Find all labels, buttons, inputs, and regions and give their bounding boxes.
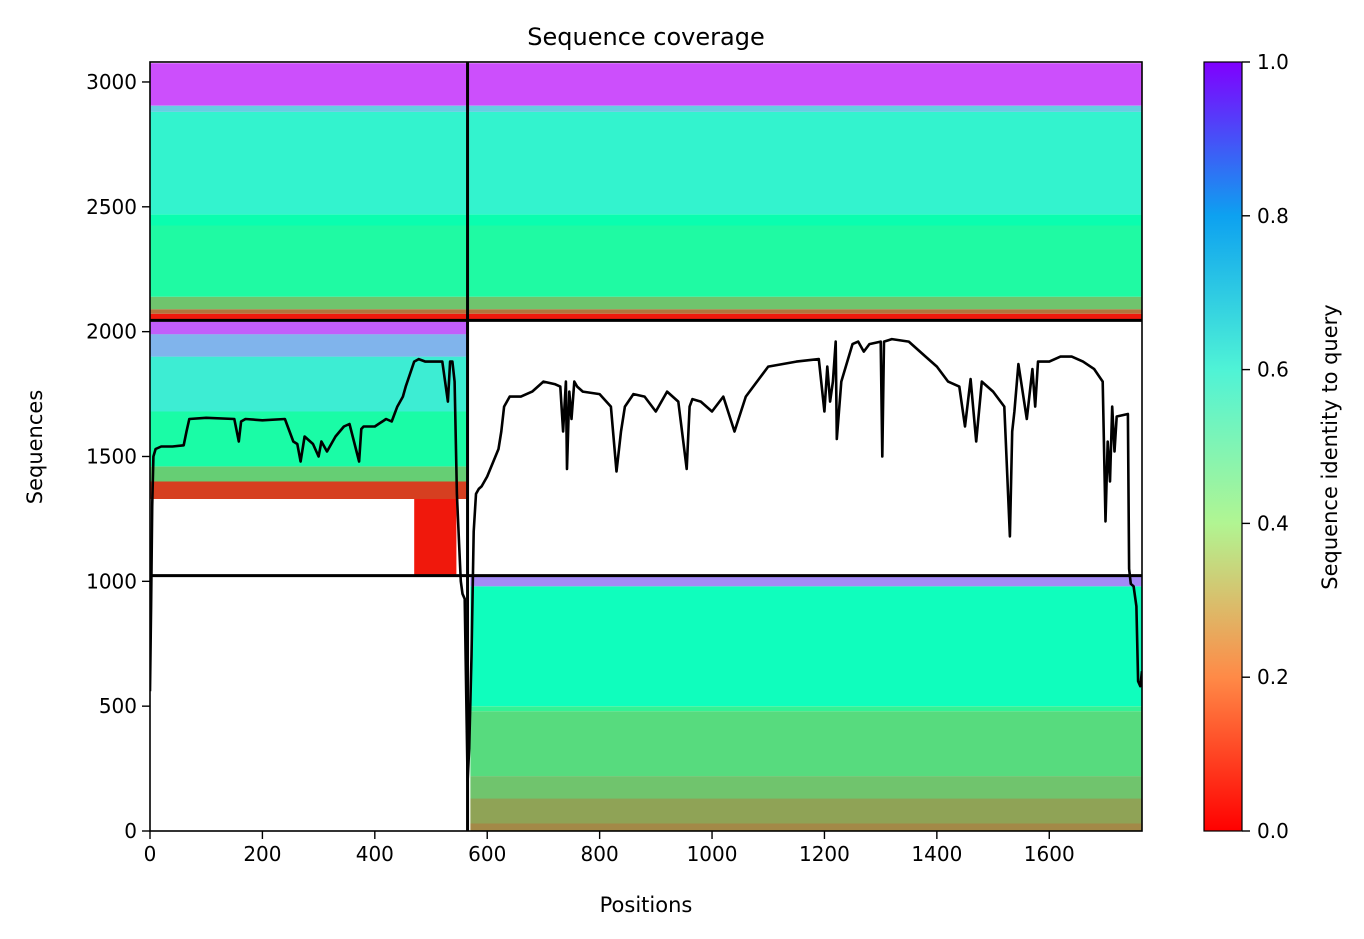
heatmap-blocks	[150, 63, 1142, 831]
heatmap-band	[150, 334, 468, 357]
x-tick-label: 1200	[799, 842, 850, 866]
x-tick-label: 0	[144, 842, 157, 866]
heatmap-band	[470, 798, 1142, 824]
colorbar-tick-label: 0.4	[1257, 511, 1289, 535]
heatmap-band	[150, 321, 468, 335]
x-tick-label: 400	[356, 842, 394, 866]
heatmap-band	[150, 225, 1142, 297]
heatmap-band	[150, 356, 468, 412]
y-tick-label: 3000	[86, 70, 137, 94]
colorbar-tick-label: 0.8	[1257, 204, 1289, 228]
x-tick-label: 1600	[1024, 842, 1075, 866]
heatmap-band	[150, 214, 1142, 226]
coverage-line-layer	[150, 337, 1142, 783]
y-tick-label: 1500	[86, 444, 137, 468]
block-dividers	[150, 62, 1142, 831]
heatmap-band	[150, 296, 1142, 310]
heatmap-band	[150, 111, 1142, 215]
colorbar-tick-label: 0.2	[1257, 665, 1289, 689]
heatmap-band	[470, 706, 1142, 712]
x-axis-ticks: 0 200 400 600 800 1000 1200 1400 1600	[144, 831, 1075, 866]
colorbar-tick-label: 1.0	[1257, 50, 1289, 74]
x-axis-label: Positions	[600, 893, 693, 917]
colorbar	[1203, 61, 1243, 832]
y-tick-label: 2500	[86, 195, 137, 219]
colorbar-label: Sequence identity to query	[1318, 304, 1342, 589]
heatmap-band	[150, 105, 1142, 112]
coverage-line	[150, 337, 1142, 783]
plot-frame	[149, 61, 1143, 832]
heatmap-band	[470, 586, 1142, 707]
heatmap-band	[150, 466, 468, 482]
x-tick-label: 1400	[911, 842, 962, 866]
heatmap-band	[150, 313, 1142, 320]
y-tick-label: 2000	[86, 320, 137, 344]
heatmap-band	[150, 63, 1142, 106]
y-tick-label: 1000	[86, 569, 137, 593]
heatmap-band	[470, 576, 1142, 587]
colorbar-tick-label: 0.6	[1257, 358, 1289, 382]
colorbar-ticks: 0.0 0.2 0.4 0.6 0.8 1.0	[1242, 50, 1289, 843]
y-axis-ticks: 0 500 1000 1500 2000 2500 3000	[86, 70, 150, 843]
y-tick-label: 0	[124, 819, 137, 843]
heatmap-band	[150, 309, 1142, 314]
x-tick-label: 1000	[687, 842, 738, 866]
x-tick-label: 200	[243, 842, 281, 866]
heatmap-band	[470, 776, 1142, 799]
heatmap-band	[150, 481, 468, 499]
colorbar-tick-label: 0.0	[1257, 819, 1289, 843]
y-tick-label: 500	[99, 694, 137, 718]
chart-title: Sequence coverage	[527, 23, 764, 51]
y-axis-label: Sequences	[23, 390, 47, 505]
heatmap-band	[414, 498, 457, 576]
heatmap-band	[470, 711, 1142, 777]
x-tick-label: 800	[581, 842, 619, 866]
heatmap-band	[470, 823, 1142, 831]
x-tick-label: 600	[468, 842, 506, 866]
